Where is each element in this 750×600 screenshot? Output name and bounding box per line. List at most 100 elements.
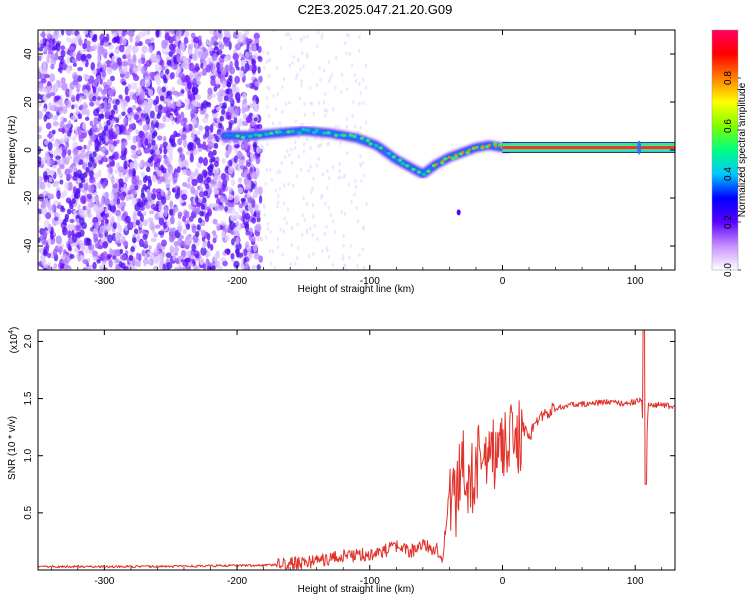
noise-speckle bbox=[122, 99, 127, 107]
noise-speckle bbox=[103, 155, 107, 162]
noise-speckle bbox=[51, 203, 57, 213]
noise-speckle bbox=[275, 65, 278, 70]
noise-speckle bbox=[220, 220, 227, 226]
noise-speckle bbox=[311, 186, 314, 191]
noise-speckle bbox=[82, 162, 88, 170]
noise-speckle bbox=[271, 121, 275, 126]
noise-speckle bbox=[94, 79, 98, 87]
noise-speckle bbox=[136, 107, 142, 112]
noise-speckle bbox=[43, 45, 50, 52]
noise-streak bbox=[147, 157, 153, 164]
noise-speckle bbox=[41, 156, 46, 165]
noise-speckle bbox=[262, 65, 266, 70]
noise-speckle bbox=[77, 66, 84, 72]
noise-speckle bbox=[46, 53, 53, 60]
noise-speckle bbox=[157, 230, 165, 236]
noise-speckle bbox=[198, 156, 204, 164]
noise-speckle bbox=[253, 32, 260, 40]
noise-speckle bbox=[327, 59, 331, 64]
noise-speckle bbox=[359, 154, 362, 159]
noise-speckle bbox=[216, 222, 221, 232]
noise-speckle bbox=[238, 52, 243, 57]
noise-speckle bbox=[249, 145, 254, 154]
noise-streak bbox=[154, 121, 160, 128]
noise-speckle bbox=[42, 230, 48, 239]
noise-speckle bbox=[86, 193, 93, 200]
spectrogram-xlabel: Height of straight line (km) bbox=[298, 284, 415, 295]
noise-speckle bbox=[285, 32, 288, 37]
noise-streak bbox=[222, 102, 227, 109]
noise-streak bbox=[166, 59, 172, 66]
noise-speckle bbox=[278, 186, 282, 191]
noise-speckle bbox=[323, 231, 327, 236]
ridge-blob bbox=[450, 156, 456, 161]
noise-speckle bbox=[280, 85, 284, 90]
noise-speckle bbox=[307, 254, 311, 259]
noise-speckle bbox=[41, 78, 47, 84]
noise-speckle bbox=[113, 169, 119, 174]
noise-speckle bbox=[104, 213, 109, 218]
noise-speckle bbox=[169, 216, 175, 225]
noise-speckle bbox=[82, 101, 88, 111]
noise-speckle bbox=[235, 221, 240, 227]
noise-speckle bbox=[71, 58, 78, 64]
noise-speckle bbox=[144, 70, 149, 77]
noise-speckle bbox=[161, 39, 168, 49]
noise-speckle bbox=[210, 36, 215, 45]
noise-speckle bbox=[318, 100, 321, 105]
noise-speckle bbox=[320, 35, 323, 40]
noise-speckle bbox=[202, 116, 209, 124]
noise-speckle bbox=[58, 218, 63, 224]
noise-speckle bbox=[101, 181, 107, 189]
noise-speckle bbox=[134, 161, 139, 171]
noise-streak bbox=[103, 125, 109, 132]
noise-speckle bbox=[195, 149, 200, 154]
noise-speckle bbox=[151, 174, 156, 181]
noise-speckle bbox=[233, 116, 238, 124]
noise-speckle bbox=[92, 86, 97, 94]
ridge-hot-blob bbox=[467, 148, 472, 152]
noise-speckle bbox=[269, 167, 272, 172]
noise-streak bbox=[85, 166, 90, 173]
noise-speckle bbox=[65, 88, 71, 98]
noise-speckle bbox=[126, 134, 132, 141]
noise-streak bbox=[96, 140, 102, 147]
noise-speckle bbox=[56, 167, 62, 175]
noise-speckle bbox=[358, 81, 361, 86]
noise-speckle bbox=[176, 78, 183, 86]
noise-speckle bbox=[48, 113, 54, 119]
noise-speckle bbox=[332, 219, 335, 224]
noise-speckle bbox=[323, 113, 327, 118]
noise-speckle bbox=[124, 129, 131, 136]
noise-speckle bbox=[71, 71, 79, 81]
noise-speckle bbox=[234, 75, 240, 84]
noise-speckle bbox=[214, 45, 219, 51]
noise-speckle bbox=[156, 242, 162, 251]
noise-speckle bbox=[360, 179, 363, 184]
noise-speckle bbox=[42, 61, 47, 71]
y-tick-label: -40 bbox=[23, 238, 34, 253]
noise-speckle bbox=[150, 237, 157, 243]
noise-streak bbox=[101, 130, 106, 137]
noise-streak bbox=[133, 228, 139, 235]
noise-streak bbox=[212, 149, 217, 156]
noise-speckle bbox=[185, 183, 192, 189]
noise-speckle bbox=[317, 156, 320, 161]
noise-speckle bbox=[198, 50, 205, 59]
ridge-blob bbox=[253, 133, 258, 137]
noise-speckle bbox=[202, 100, 209, 109]
noise-streak bbox=[205, 183, 210, 190]
noise-speckle bbox=[204, 213, 210, 223]
noise-speckle bbox=[258, 195, 263, 204]
noise-speckle bbox=[75, 93, 80, 102]
noise-speckle bbox=[78, 134, 84, 139]
noise-speckle bbox=[162, 263, 166, 270]
noise-speckle bbox=[242, 92, 247, 100]
noise-speckle bbox=[204, 129, 210, 138]
noise-speckle bbox=[117, 203, 124, 209]
noise-speckle bbox=[108, 259, 113, 268]
noise-speckle bbox=[238, 203, 244, 209]
noise-speckle bbox=[149, 110, 155, 119]
noise-streak bbox=[106, 119, 111, 126]
